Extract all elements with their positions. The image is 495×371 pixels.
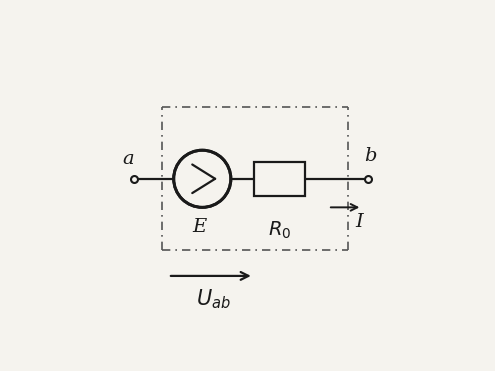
Text: $U_{ab}$: $U_{ab}$ — [197, 287, 231, 311]
Text: $R_0$: $R_0$ — [268, 220, 291, 241]
Bar — [253, 162, 305, 196]
Circle shape — [175, 151, 230, 206]
Text: E: E — [192, 219, 206, 236]
Text: b: b — [364, 147, 377, 165]
Text: a: a — [122, 150, 134, 168]
Text: I: I — [355, 213, 363, 231]
